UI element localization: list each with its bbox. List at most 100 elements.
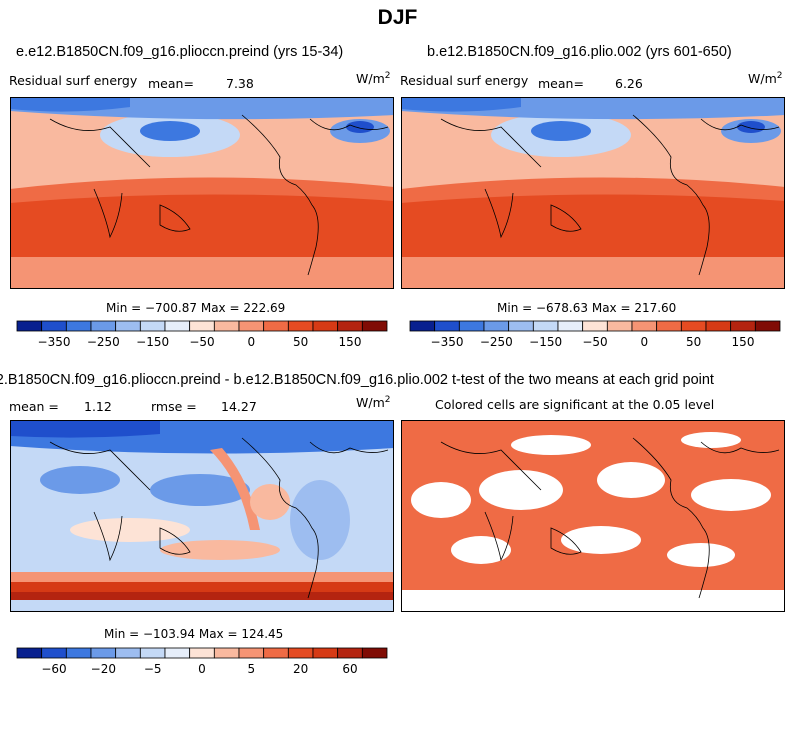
panel-1-units: W/m2 (356, 71, 391, 87)
panel-3-colorbar-cell (238, 647, 265, 659)
panel-1-colorbar-cell (90, 320, 117, 332)
panel-1-min-max: Min = −700.87 Max = 222.69 (106, 301, 286, 315)
panel-3-colorbar-cell (65, 647, 92, 659)
panel-3-colorbar-cell (361, 647, 388, 659)
panel-2-colorbar-cell (532, 320, 559, 332)
panel-3-coastlines (49, 437, 389, 599)
panel-2-colorbar-cell (631, 320, 658, 332)
panel-3-colorbar-cell (41, 647, 67, 659)
panel-2-colorbar-cell (458, 320, 485, 332)
panel-2-colorbar-cell (705, 320, 732, 332)
panel-1-colorbar-cell (337, 320, 363, 332)
panel-4-title: t-test of the two means at each grid poi… (452, 372, 714, 388)
panel-1-colorbar-cell (238, 320, 265, 332)
panel-3-colorbar-tick-label: −5 (144, 662, 162, 676)
panel-2-colorbar-cell (557, 320, 584, 332)
panel-1-colorbar-cell (41, 320, 67, 332)
panel-3-field (10, 420, 394, 612)
panel-1-colorbar-tick-label: 150 (339, 335, 362, 349)
panel-3-map (10, 420, 394, 612)
panel-4-coastlines (440, 437, 780, 599)
panel-2-colorbar-cell (409, 320, 436, 332)
panel-3-title-clip: e.e12.B1850CN.f09_g16.plioccn.preind - b… (0, 372, 448, 392)
panel-2-mean-label: mean= (538, 76, 584, 91)
panel-2-coastlines (440, 114, 780, 276)
panel-1-mean-value: 7.38 (226, 76, 254, 91)
panel-1-title: e.e12.B1850CN.f09_g16.plioccn.preind (yr… (16, 44, 344, 60)
panel-3-min-max: Min = −103.94 Max = 124.45 (104, 627, 284, 641)
panel-2-min-max: Min = −678.63 Max = 217.60 (497, 301, 677, 315)
panel-3-colorbar-tick-label: 20 (293, 662, 308, 676)
panel-2-colorbar-tick-label: −50 (582, 335, 607, 349)
panel-3-colorbar: −60 −20 −5 0 5 20 60 (16, 647, 388, 676)
panel-2-mean-value: 6.26 (615, 76, 643, 91)
panel-3-colorbar-tick-label: −60 (41, 662, 66, 676)
panel-2-units: W/m2 (748, 71, 783, 87)
panel-1-colorbar-cell (139, 320, 166, 332)
panel-1-colorbar-cell (164, 320, 191, 332)
panel-1-mean-label: mean= (148, 76, 194, 91)
panel-1-colorbar-cell (65, 320, 92, 332)
panel-2-colorbar-tick-label: 150 (732, 335, 755, 349)
panel-1-colorbar-cell (189, 320, 215, 332)
panel-3-colorbar-cell (337, 647, 363, 659)
panel-2-colorbar-tick-label: −150 (529, 335, 562, 349)
panel-1-variable: Residual surf energy (9, 73, 138, 88)
panel-2-colorbar-cell (483, 320, 510, 332)
panel-4-map (401, 420, 785, 612)
panel-3-colorbar-tick-label: −20 (91, 662, 116, 676)
panel-2-colorbar-tick-label: −350 (431, 335, 464, 349)
panel-1-colorbar-cell (287, 320, 314, 332)
panel-1-colorbar-cell (115, 320, 141, 332)
panel-3-rmse-value: 14.27 (221, 399, 257, 414)
panel-1-colorbar-cell (213, 320, 240, 332)
panel-1-colorbar-tick-label: −250 (87, 335, 120, 349)
panel-3-colorbar-cell (312, 647, 339, 659)
panel-2-colorbar-cell (606, 320, 633, 332)
panel-1-map (10, 97, 394, 289)
panel-3-rmse-label: rmse = (151, 399, 197, 414)
panel-3-colorbar-tick-label: 60 (342, 662, 357, 676)
panel-4-subtitle: Colored cells are significant at the 0.0… (435, 397, 715, 412)
panel-2-colorbar-cell (730, 320, 756, 332)
panel-3-colorbar-cell (16, 647, 43, 659)
panel-1-colorbar-tick-label: 0 (248, 335, 256, 349)
panel-3-colorbar-cell (263, 647, 289, 659)
panel-3-colorbar-cell (213, 647, 240, 659)
panel-1-field (10, 97, 394, 289)
panel-2-title: b.e12.B1850CN.f09_g16.plio.002 (yrs 601-… (427, 44, 732, 60)
panel-1-colorbar-tick-label: −350 (38, 335, 71, 349)
panel-3-units: W/m2 (356, 395, 391, 411)
panel-1-colorbar-tick-label: 50 (293, 335, 308, 349)
panel-1-coastlines (49, 114, 389, 276)
panel-2-colorbar-cell (754, 320, 781, 332)
panel-3-colorbar-tick-label: 5 (248, 662, 256, 676)
panel-1-colorbar-tick-label: −50 (189, 335, 214, 349)
panel-3-colorbar-cell (115, 647, 141, 659)
panel-2-colorbar: −350 −250 −150 −50 0 50 150 (409, 320, 781, 349)
panel-3-colorbar-cell (90, 647, 117, 659)
panel-2-variable: Residual surf energy (400, 73, 529, 88)
panel-3-colorbar-cell (189, 647, 215, 659)
panel-1-colorbar-cell (361, 320, 388, 332)
panel-3-colorbar-tick-label: 0 (198, 662, 206, 676)
panel-2-map (401, 97, 785, 289)
panel-2-colorbar-tick-label: 0 (641, 335, 649, 349)
panel-1-colorbar-cell (263, 320, 289, 332)
panel-2-field (401, 97, 785, 289)
panel-2-colorbar-tick-label: 50 (686, 335, 701, 349)
panel-4-field (401, 420, 785, 612)
panel-3-colorbar-cell (139, 647, 166, 659)
panel-1-colorbar-cell (312, 320, 339, 332)
panel-1-colorbar: −350 −250 −150 −50 0 50 150 (16, 320, 388, 349)
panel-2-colorbar-cell (582, 320, 608, 332)
panel-3-mean-value: 1.12 (84, 399, 112, 414)
panel-2-colorbar-cell (434, 320, 460, 332)
panel-3-colorbar-cell (164, 647, 191, 659)
panel-2-colorbar-cell (508, 320, 534, 332)
panel-1-colorbar-tick-label: −150 (136, 335, 169, 349)
panel-3-mean-label: mean = (9, 399, 59, 414)
panel-3-title: e.e12.B1850CN.f09_g16.plioccn.preind - b… (0, 372, 448, 388)
panel-2-colorbar-cell (656, 320, 682, 332)
panel-1-colorbar-cell (16, 320, 43, 332)
